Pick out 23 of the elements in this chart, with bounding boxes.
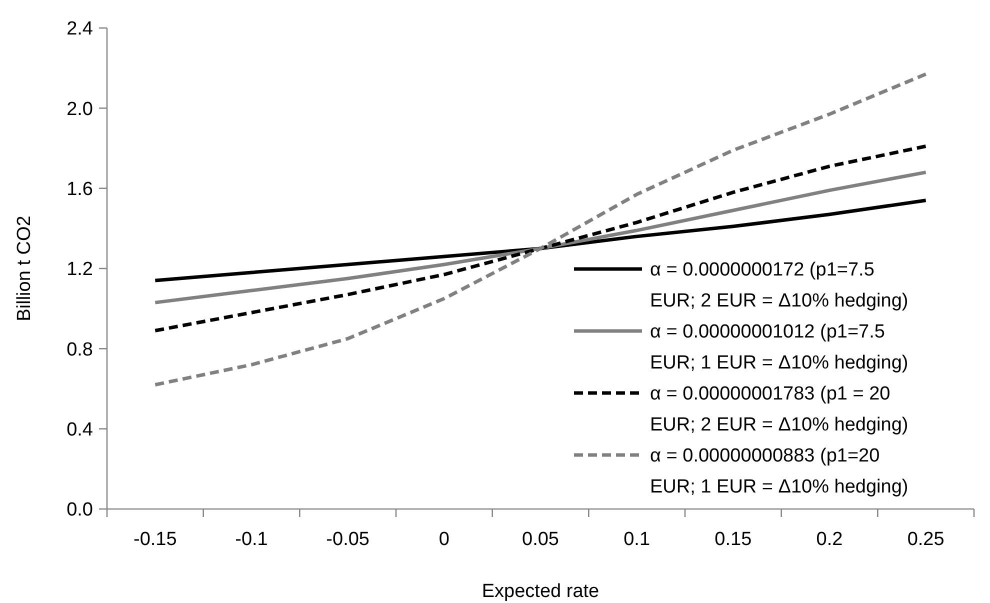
x-tick-label: 0.25 xyxy=(907,529,944,550)
legend-label: α = 0.0000000172 (p1=7.5 EUR; 2 EUR = Δ10% hedging) xyxy=(650,260,908,312)
x-tick-label: 0 xyxy=(438,529,450,550)
x-tick-label: 0.1 xyxy=(624,529,650,550)
x-tick-label: -0.1 xyxy=(235,529,268,550)
y-tick-label: 0.4 xyxy=(66,419,94,440)
y-tick-label: 0.8 xyxy=(66,339,93,360)
x-tick-label: 0.05 xyxy=(522,529,559,550)
x-axis-title: Expected rate xyxy=(482,581,600,602)
y-tick-label: 1.6 xyxy=(66,178,93,200)
legend-label: α = 0.00000000883 (p1=20 EUR; 1 EUR = Δ10% hedging) xyxy=(650,446,908,498)
x-tick-label: 0.2 xyxy=(816,529,843,550)
y-tick-label: 2.4 xyxy=(66,18,94,40)
y-tick-label: 1.2 xyxy=(66,259,93,280)
x-tick-label: -0.05 xyxy=(326,529,370,550)
y-tick-label: 2.0 xyxy=(66,98,93,120)
line-series xyxy=(153,72,928,386)
legend-label: α = 0.00000001012 (p1=7.5 EUR; 1 EUR = Δ10% hedging) xyxy=(650,322,908,374)
x-tick-label: -0.15 xyxy=(134,529,177,550)
x-tick-label: 0.15 xyxy=(714,529,752,550)
y-tick-label: 0.0 xyxy=(66,500,93,521)
y-axis-title: Billion t CO2 xyxy=(14,216,35,322)
legend-label: α = 0.00000001783 (p1 = 20 EUR; 2 EUR = Δ10% hedging) xyxy=(650,384,908,436)
